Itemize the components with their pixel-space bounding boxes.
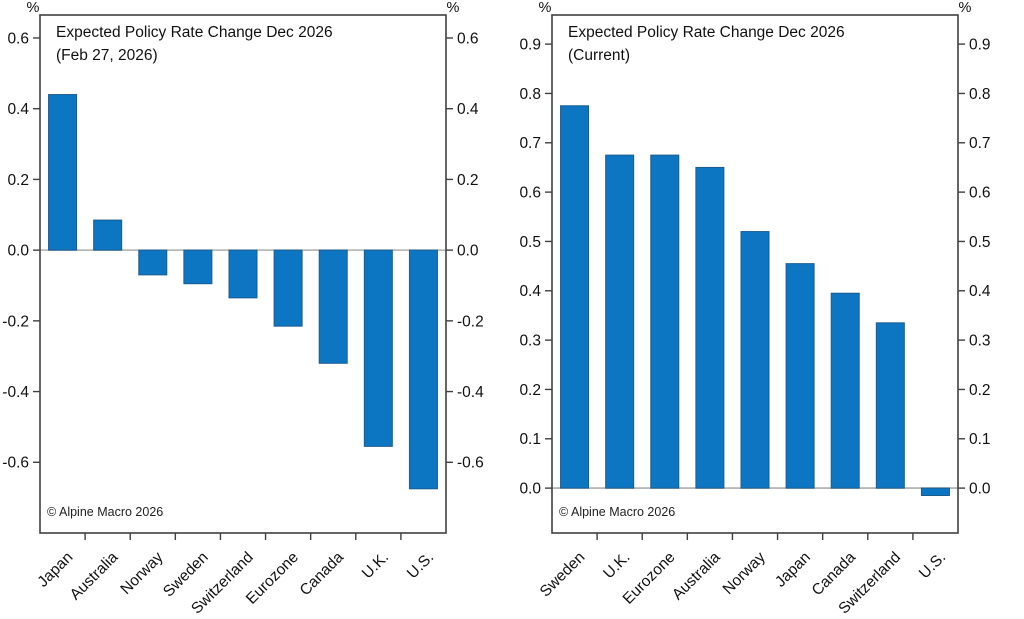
bar-switzerland (875, 322, 905, 489)
left-chart-title-line1: Expected Policy Rate Change Dec 2026 (56, 24, 333, 41)
bar-australia (695, 166, 725, 489)
y-tick-label-left: 0.4 (7, 101, 29, 118)
bar-u-s (408, 249, 438, 490)
left-chart-copyright: © Alpine Macro 2026 (47, 505, 164, 519)
y-tick-label-left: 0.7 (519, 135, 541, 152)
y-tick-label-right: 0.2 (457, 172, 479, 189)
right-chart-copyright: © Alpine Macro 2026 (559, 505, 676, 519)
y-tick-label-left: 0.8 (519, 86, 541, 103)
category-label-u-s: U.S. (916, 549, 949, 582)
y-tick-label-right: 0.6 (969, 185, 991, 202)
y-tick-label-right: 0.9 (969, 37, 991, 54)
category-label-japan: Japan (34, 549, 76, 591)
y-tick-label-left: 0.9 (519, 37, 541, 54)
y-tick-label-right: 0.4 (969, 283, 991, 300)
left-chart-right-axis-unit: % (446, 0, 460, 16)
bar-sweden (560, 105, 590, 489)
y-tick-label-right: 0.4 (457, 101, 479, 118)
category-label-australia: Australia (669, 549, 724, 604)
y-tick-label-left: -0.6 (2, 455, 29, 472)
category-label-u-k: U.K. (359, 549, 392, 582)
bar-japan (785, 263, 815, 489)
bar-norway (138, 249, 168, 276)
bar-sweden (183, 249, 213, 285)
left-chart-title-line2: (Feb 27, 2026) (56, 46, 158, 64)
y-tick-label-right: -0.4 (457, 384, 484, 401)
bar-switzerland (228, 249, 258, 299)
right-chart-title-line2: (Current) (568, 46, 631, 64)
category-label-canada: Canada (297, 549, 348, 600)
bar-eurozone (273, 249, 303, 327)
bar-u-k (363, 249, 393, 447)
bar-japan (48, 94, 78, 251)
bar-eurozone (650, 154, 680, 489)
y-tick-label-right: 0.5 (969, 234, 991, 251)
y-tick-label-left: 0.3 (519, 333, 541, 350)
bar-u-k (605, 154, 635, 489)
y-tick-label-right: 0.1 (969, 431, 991, 448)
category-label-australia: Australia (67, 549, 122, 604)
left-chart-svg: 0.6 0.6 0.4 0.4 0.2 0.2 0.0 0.0 -0.2 -0.2 -0.4 -0.4… (2, 14, 484, 617)
bar-australia (93, 219, 123, 251)
bar-canada (318, 249, 348, 364)
category-label-u-k: U.K. (600, 549, 633, 582)
y-tick-label-left: -0.2 (2, 313, 29, 330)
right-chart-svg: 0.9 0.9 0.8 0.8 0.7 0.7 0.6 0.6 0.5 0.5 0.4 0.4 0.3 0… (519, 14, 991, 617)
plot-frame (551, 14, 959, 534)
category-label-norway: Norway (117, 549, 166, 598)
y-tick-label-right: -0.2 (457, 313, 484, 330)
y-tick-label-left: 0.1 (519, 431, 541, 448)
y-tick-label-right: 0.0 (969, 481, 991, 498)
category-label-sweden: Sweden (537, 549, 589, 601)
y-tick-label-left: 0.0 (7, 243, 29, 260)
left-chart: 0.6 0.6 0.4 0.4 0.2 0.2 0.0 0.0 -0.2 -0.2 -0.4 -0.4… (2, 0, 484, 617)
right-chart-left-axis-unit: % (538, 0, 552, 16)
y-tick-label-left: 0.6 (7, 30, 29, 47)
left-chart-title: Expected Policy Rate Change Dec 2026 (Fe… (56, 22, 333, 67)
bar-norway (740, 231, 770, 489)
category-label-u-s: U.S. (404, 549, 437, 582)
right-chart: 0.9 0.9 0.8 0.8 0.7 0.7 0.6 0.6 0.5 0.5 0.4 0.4 0.3 0… (512, 0, 1024, 619)
y-tick-label-right: 0.6 (457, 30, 479, 47)
category-label-norway: Norway (720, 549, 769, 598)
y-tick-label-right: 0.8 (969, 86, 991, 103)
right-chart-title-line1: Expected Policy Rate Change Dec 2026 (568, 24, 845, 41)
right-chart-title: Expected Policy Rate Change Dec 2026 (Cu… (568, 22, 845, 67)
y-tick-label-right: 0.2 (969, 382, 991, 399)
plot-frame (39, 14, 447, 534)
y-tick-label-left: 0.2 (7, 172, 29, 189)
y-tick-label-right: -0.6 (457, 455, 484, 472)
y-tick-label-left: 0.6 (519, 185, 541, 202)
y-tick-label-right: 0.3 (969, 333, 991, 350)
bar-canada (830, 292, 860, 489)
category-label-japan: Japan (772, 549, 814, 591)
y-tick-label-left: 0.5 (519, 234, 541, 251)
y-tick-label-left: 0.0 (519, 481, 541, 498)
right-chart-right-axis-unit: % (958, 0, 972, 16)
y-tick-label-left: -0.4 (2, 384, 29, 401)
bar-u-s (920, 487, 950, 497)
y-tick-label-left: 0.4 (519, 283, 541, 300)
left-chart-left-axis-unit: % (26, 0, 40, 16)
y-tick-label-right: 0.0 (457, 243, 479, 260)
y-tick-label-left: 0.2 (519, 382, 541, 399)
y-tick-label-right: 0.7 (969, 135, 991, 152)
